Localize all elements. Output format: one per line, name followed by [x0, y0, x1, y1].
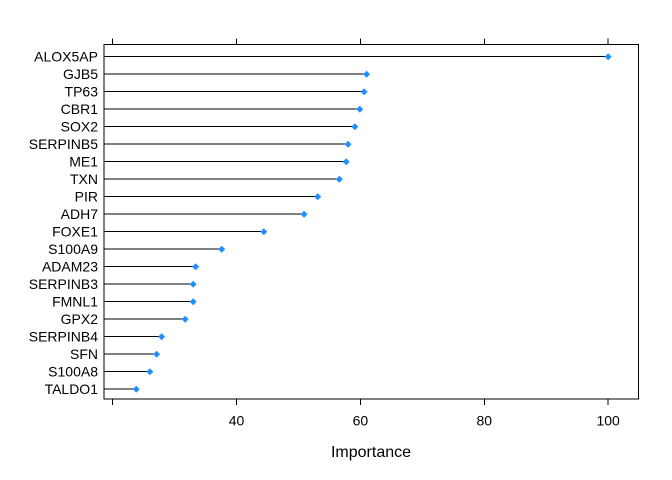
- category-label: SFN: [70, 346, 98, 362]
- x-axis-tick-label: 60: [353, 413, 369, 429]
- category-label: TALDO1: [45, 381, 99, 397]
- plot-border: [103, 44, 639, 400]
- category-label: S100A9: [48, 241, 98, 257]
- data-point: [604, 53, 612, 61]
- data-point: [189, 280, 197, 288]
- data-point: [342, 158, 350, 166]
- data-point: [351, 123, 359, 131]
- category-label: TP63: [65, 84, 99, 100]
- data-point: [192, 263, 200, 271]
- category-label: CBR1: [61, 101, 99, 117]
- category-label: ADAM23: [42, 259, 98, 275]
- x-axis-tick-label: 40: [229, 413, 245, 429]
- data-point: [356, 105, 364, 113]
- data-point: [260, 228, 268, 236]
- data-point: [218, 245, 226, 253]
- category-label: PIR: [75, 189, 98, 205]
- category-label: ME1: [69, 154, 98, 170]
- category-label: GPX2: [61, 311, 99, 327]
- data-point: [153, 350, 161, 358]
- data-point: [158, 333, 166, 341]
- category-label: FMNL1: [52, 294, 98, 310]
- data-point: [360, 88, 368, 96]
- category-label: ADH7: [61, 206, 99, 222]
- category-label: SERPINB3: [29, 276, 98, 292]
- x-axis-tick-label: 80: [476, 413, 492, 429]
- category-label: GJB5: [63, 66, 98, 82]
- x-axis-tick-label: 100: [596, 413, 620, 429]
- data-point: [146, 368, 154, 376]
- category-label: SERPINB5: [29, 136, 98, 152]
- category-label: SOX2: [61, 119, 99, 135]
- category-label: TXN: [70, 171, 98, 187]
- category-label: ALOX5AP: [34, 49, 98, 65]
- data-point: [344, 140, 352, 148]
- x-axis-title: Importance: [331, 444, 411, 461]
- data-point: [314, 193, 322, 201]
- category-label: S100A8: [48, 364, 98, 380]
- data-point: [335, 175, 343, 183]
- data-point: [363, 70, 371, 78]
- data-point: [132, 385, 140, 393]
- category-label: FOXE1: [52, 224, 98, 240]
- data-point: [300, 210, 308, 218]
- data-point: [181, 315, 189, 323]
- data-point: [189, 298, 197, 306]
- category-label: SERPINB4: [29, 329, 98, 345]
